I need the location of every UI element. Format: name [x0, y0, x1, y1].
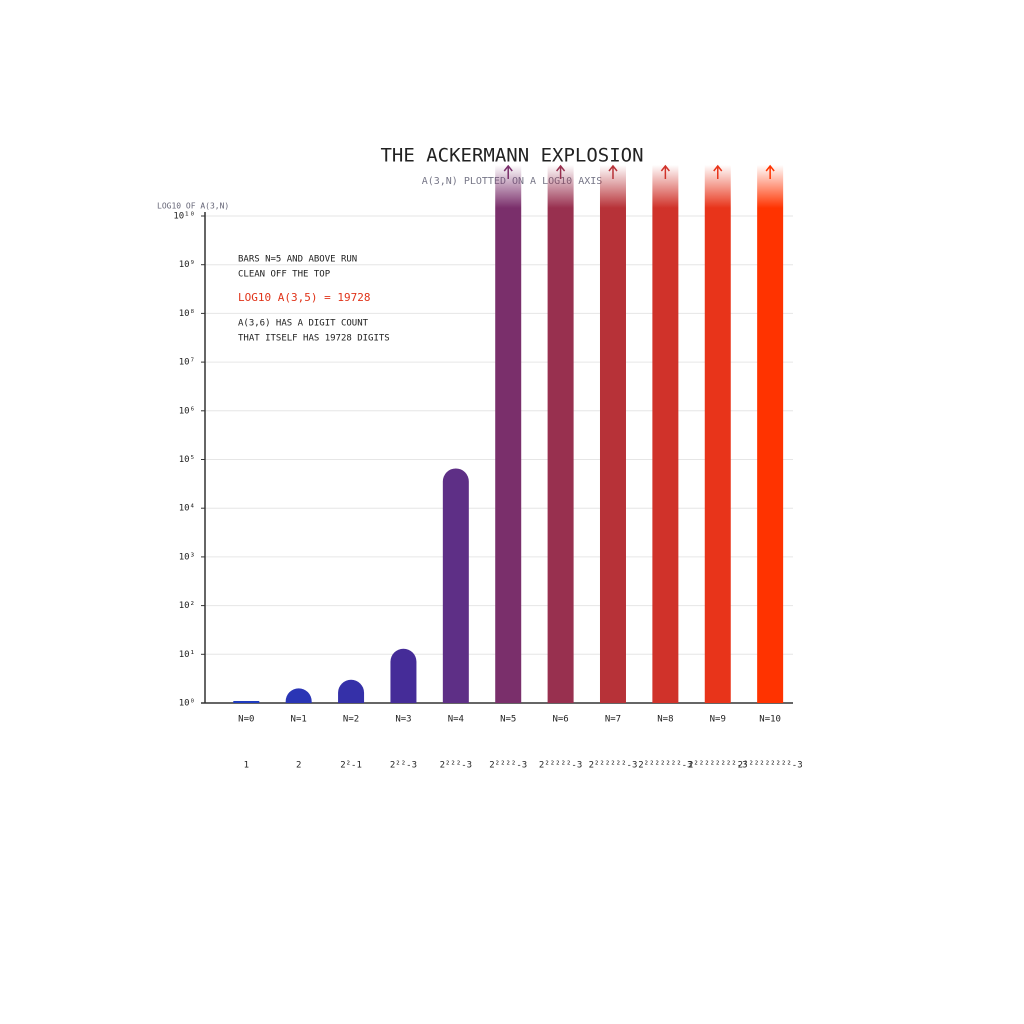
x-tick-label: N=5 — [500, 715, 516, 725]
x-tick-label: N=8 — [657, 715, 673, 725]
value-label: 2²-1 — [340, 761, 362, 771]
x-tick-label: N=7 — [605, 715, 621, 725]
value-label: 2²²²-3 — [440, 761, 473, 771]
x-tick-label: N=1 — [291, 715, 307, 725]
bar-overflow — [547, 165, 574, 703]
annotation: BARS N=5 AND ABOVE RUN — [238, 255, 357, 265]
y-tick-label: 10¹⁰ — [173, 212, 195, 222]
bar — [390, 648, 417, 703]
overflow-arrow — [660, 164, 670, 179]
chart-title: THE ACKERMANN EXPLOSION — [380, 145, 643, 167]
annotation: A(3,6) HAS A DIGIT COUNT — [238, 319, 369, 329]
y-tick-label: 10⁶ — [179, 406, 195, 416]
bar-overflow — [757, 165, 784, 703]
overflow-arrow — [503, 164, 513, 179]
overflow-arrow — [765, 164, 775, 179]
y-tick-label: 10⁰ — [179, 699, 195, 709]
y-tick-label: 10⁴ — [179, 504, 195, 514]
value-label: 2²²²²²²²²²-3 — [738, 761, 803, 771]
x-tick-label: N=3 — [395, 715, 411, 725]
y-tick-label: 10¹ — [179, 650, 195, 660]
bar — [442, 468, 469, 703]
y-tick-label: 10⁷ — [179, 358, 195, 368]
y-tick-label: 10⁸ — [179, 309, 195, 319]
bar-overflow — [495, 165, 522, 703]
value-label: 2²²²²²²²²-3 — [688, 761, 748, 771]
annotation: CLEAN OFF THE TOP — [238, 270, 331, 280]
y-tick-label: 10² — [179, 601, 195, 611]
bar — [338, 679, 365, 703]
bar-overflow — [704, 165, 731, 703]
y-tick-label: 10⁹ — [179, 260, 195, 270]
value-label: 2²²²²-3 — [489, 761, 527, 771]
bar-overflow — [652, 165, 679, 703]
y-tick-label: 10⁵ — [179, 455, 195, 465]
y-tick-label: 10³ — [179, 552, 195, 562]
value-label: 2²²-3 — [390, 761, 417, 771]
bar — [285, 688, 312, 703]
x-tick-label: N=6 — [552, 715, 568, 725]
overflow-arrow — [608, 164, 618, 179]
overflow-arrow — [713, 164, 723, 179]
value-label: 1 — [244, 761, 249, 771]
x-tick-label: N=10 — [759, 715, 781, 725]
annotation: THAT ITSELF HAS 19728 DIGITS — [238, 334, 390, 344]
x-tick-label: N=4 — [448, 715, 464, 725]
overflow-arrow — [556, 164, 566, 179]
value-label: 2 — [296, 761, 301, 771]
value-label: 2²²²²²-3 — [539, 761, 582, 771]
x-tick-label: N=9 — [710, 715, 726, 725]
annotation-highlight: LOG10 A(3,5) = 19728 — [238, 291, 370, 304]
value-label: 2²²²²²²²-3 — [638, 761, 692, 771]
value-label: 2²²²²²²-3 — [589, 761, 638, 771]
y-axis-label: LOG10 OF A(3,N) — [157, 202, 229, 211]
bar-overflow — [599, 165, 626, 703]
bar — [233, 701, 260, 703]
x-tick-label: N=0 — [238, 715, 254, 725]
x-tick-label: N=2 — [343, 715, 359, 725]
